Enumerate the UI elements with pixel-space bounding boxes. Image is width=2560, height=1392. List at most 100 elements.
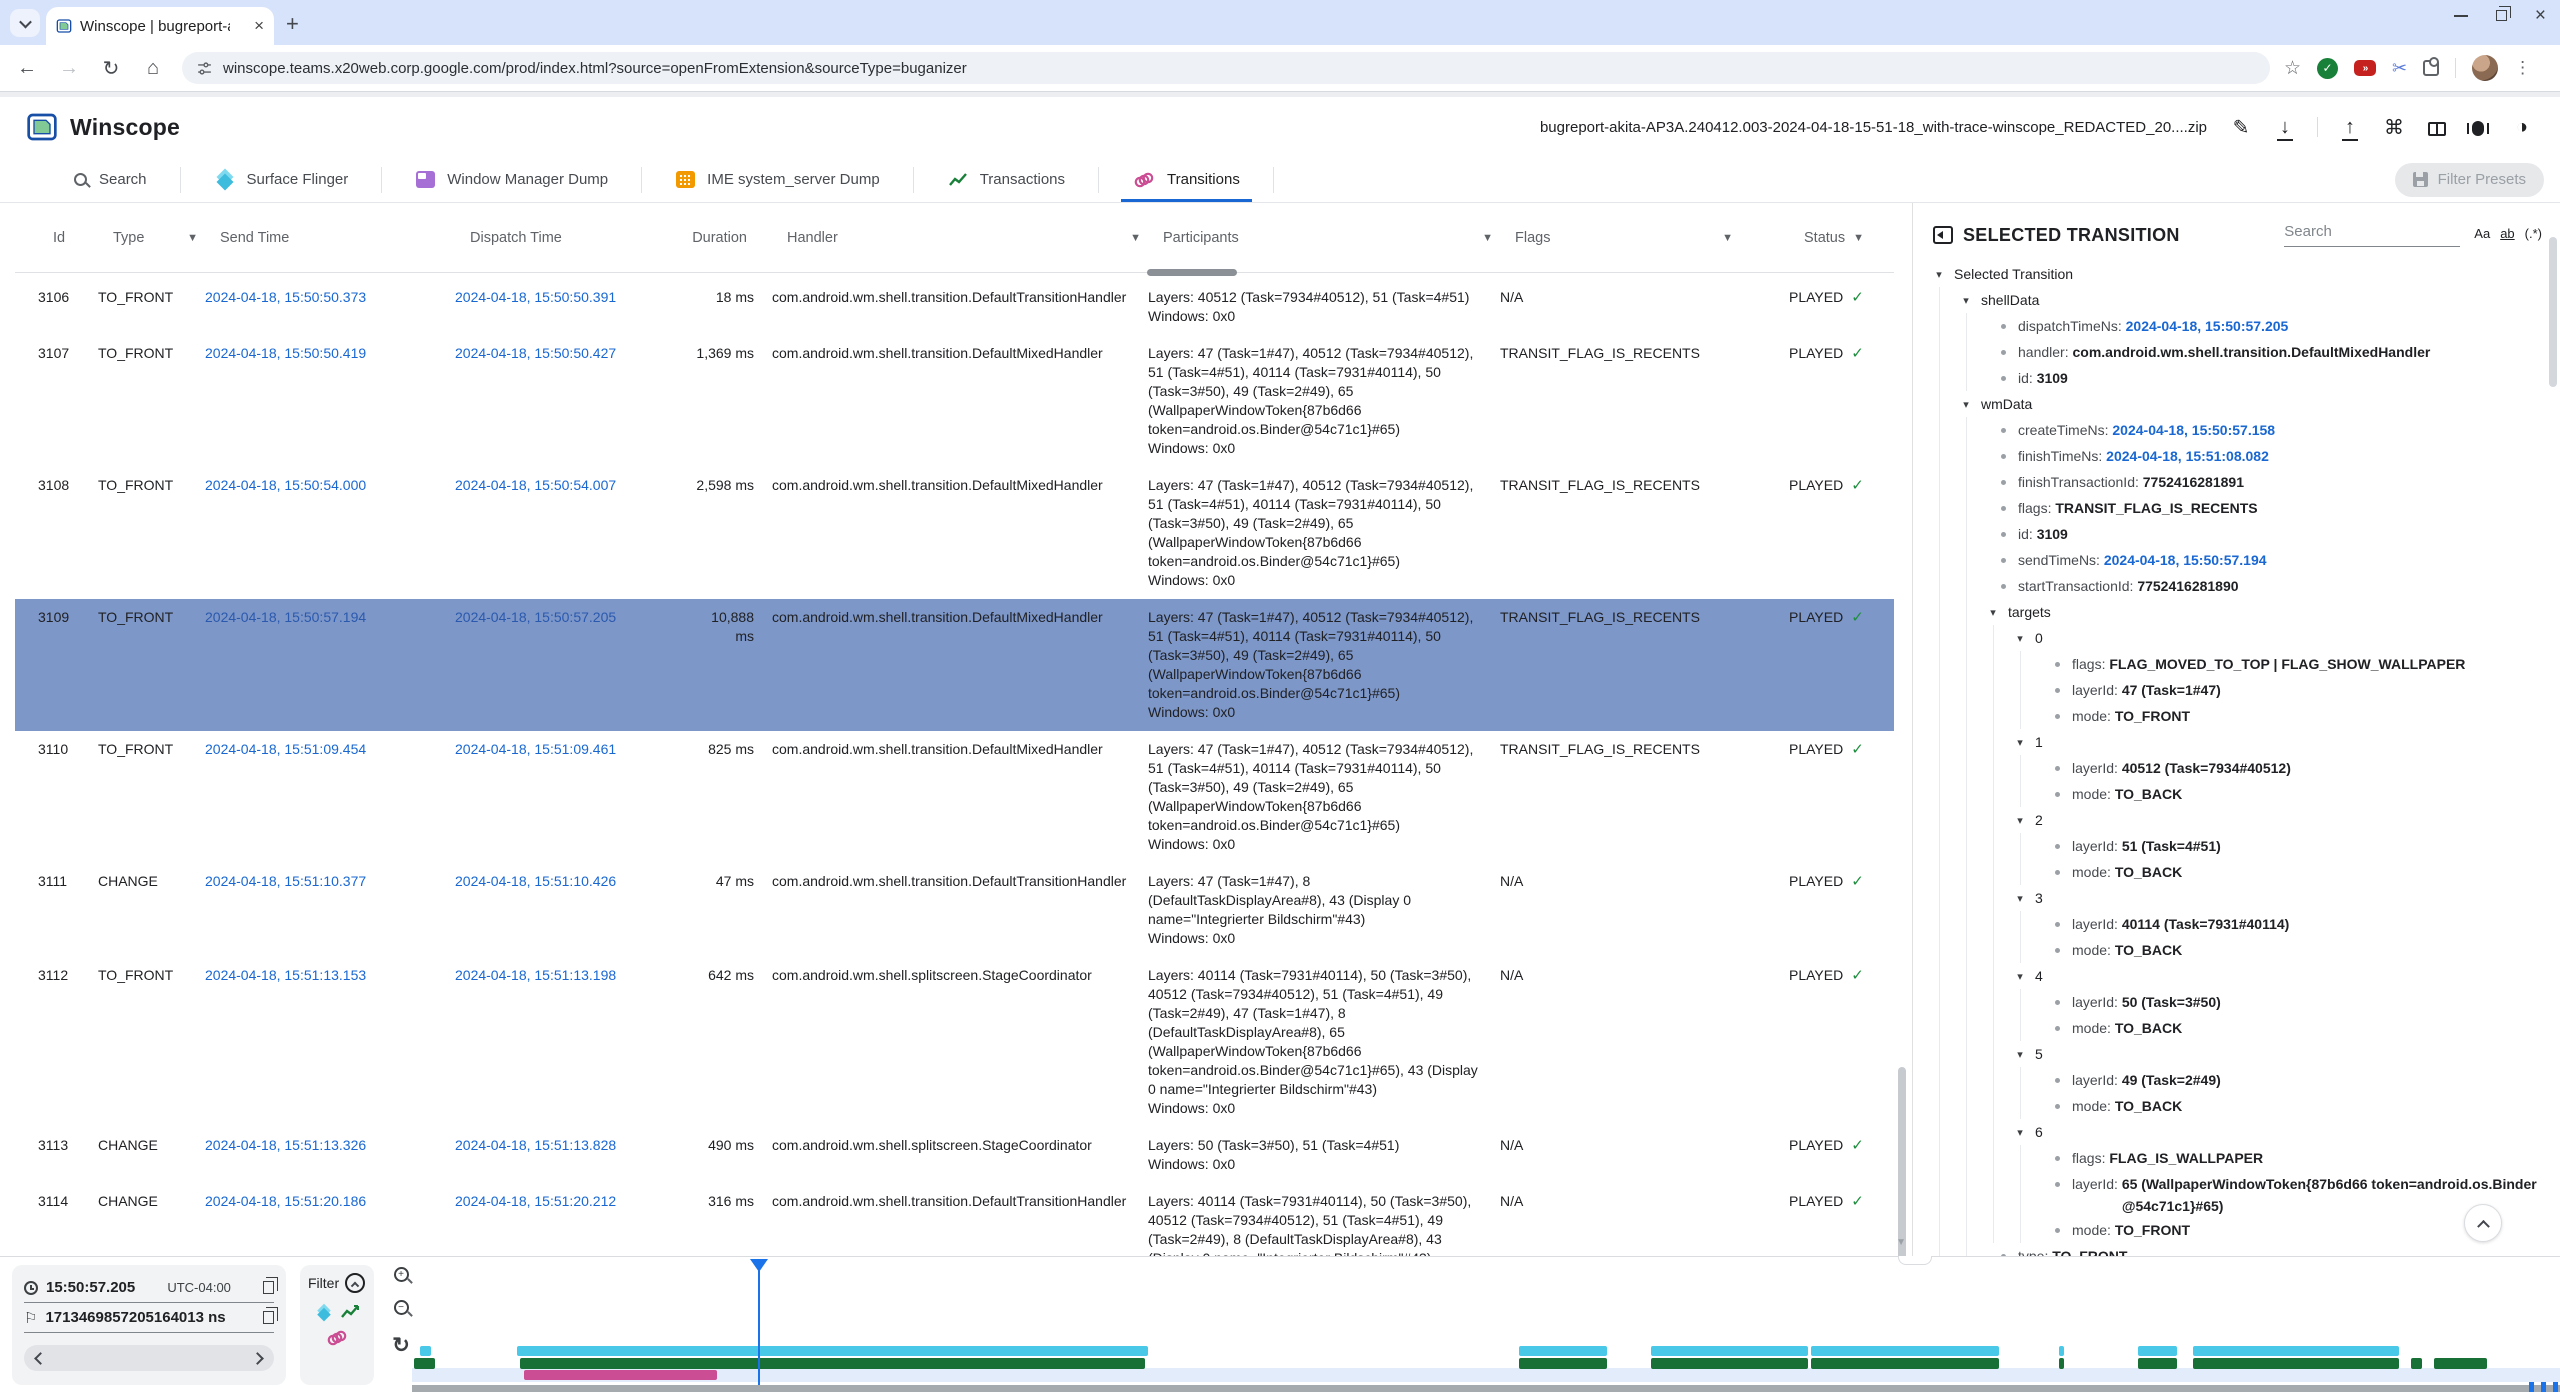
tree-node[interactable]: ▾ 5 xyxy=(2014,1041,2560,1067)
cell-send-time[interactable]: 2024-04-18, 15:51:13.326 xyxy=(205,1137,367,1153)
panel-scrollbar-thumb[interactable] xyxy=(2549,237,2557,387)
cell-dispatch-time[interactable]: 2024-04-18, 15:51:20.212 xyxy=(455,1193,617,1209)
tab-search[interactable]: Search xyxy=(40,157,181,202)
filter-caret-icon[interactable]: ▼ xyxy=(1722,231,1733,244)
cell-send-time[interactable]: 2024-04-18, 15:51:20.186 xyxy=(205,1193,367,1209)
timeline-cursor-line[interactable] xyxy=(758,1259,760,1385)
tree-node[interactable]: ▾ targets xyxy=(1987,599,2560,625)
table-row[interactable]: 3108 TO_FRONT 2024-04-18, 15:50:54.000 2024… xyxy=(15,467,1894,599)
timeline-cursor-handle[interactable] xyxy=(750,1259,768,1272)
filter-caret-icon[interactable]: ▼ xyxy=(1853,231,1864,244)
column-header-send-time[interactable]: Send Time xyxy=(220,230,470,246)
window-minimize-icon[interactable] xyxy=(2453,14,2468,17)
upload-icon[interactable]: ↑ xyxy=(2340,116,2360,141)
edit-icon[interactable]: ✎ xyxy=(2232,116,2250,139)
column-header-dispatch-time[interactable]: Dispatch Time xyxy=(470,230,675,246)
cell-dispatch-time[interactable]: 2024-04-18, 15:51:13.198 xyxy=(455,967,617,983)
cell-dispatch-time[interactable]: 2024-04-18, 15:50:57.205 xyxy=(455,609,617,625)
transactions-track-segment[interactable] xyxy=(1651,1358,1808,1369)
surface-flinger-track-segment[interactable] xyxy=(517,1346,1148,1356)
tab-window-manager-dump[interactable]: Window Manager Dump xyxy=(382,157,643,202)
transactions-track-segment[interactable] xyxy=(414,1358,435,1369)
tree-node[interactable]: ▾ wmData xyxy=(1960,391,2560,417)
surface-flinger-track-segment[interactable] xyxy=(2193,1346,2399,1356)
extensions-puzzle-icon[interactable] xyxy=(2423,57,2440,76)
transactions-track-segment[interactable] xyxy=(520,1358,1145,1369)
cell-send-time[interactable]: 2024-04-18, 15:51:13.153 xyxy=(205,967,367,983)
column-header-status[interactable]: Status ▼ xyxy=(1804,230,1864,246)
table-row[interactable]: 3113 CHANGE 2024-04-18, 15:51:13.326 2024-0… xyxy=(15,1127,1894,1183)
address-bar[interactable]: winscope.teams.x20web.corp.google.com/pr… xyxy=(182,52,2270,84)
extension-video-icon[interactable]: ›› xyxy=(2354,60,2377,76)
column-header-id[interactable]: Id xyxy=(53,230,113,246)
browser-tab[interactable]: Winscope | bugreport-ak × xyxy=(46,7,274,45)
filter-presets-button[interactable]: Filter Presets xyxy=(2394,162,2544,197)
cell-send-time[interactable]: 2024-04-18, 15:50:54.000 xyxy=(205,477,367,493)
tree-node[interactable]: ▾ 1 xyxy=(2014,729,2560,755)
search-tool-0[interactable]: Aa xyxy=(2474,226,2491,241)
cell-send-time[interactable]: 2024-04-18, 15:50:57.194 xyxy=(205,609,367,625)
transactions-track-segment[interactable] xyxy=(2434,1358,2487,1369)
table-row[interactable]: 3114 CHANGE 2024-04-18, 15:51:20.186 2024-0… xyxy=(15,1183,1894,1256)
cell-dispatch-time[interactable]: 2024-04-18, 15:51:10.426 xyxy=(455,873,617,889)
table-row[interactable]: 3110 TO_FRONT 2024-04-18, 15:51:09.454 2024… xyxy=(15,731,1894,863)
table-scrollbar-thumb[interactable] xyxy=(1898,1067,1906,1256)
zoom-in-button[interactable]: + xyxy=(393,1267,409,1282)
transitions-track-segment[interactable] xyxy=(524,1370,717,1380)
filter-caret-icon[interactable]: ▼ xyxy=(187,231,198,244)
surface-flinger-filter-icon[interactable] xyxy=(316,1305,332,1321)
profile-avatar[interactable] xyxy=(2472,55,2499,81)
extension-scissors-icon[interactable]: ✂ xyxy=(2392,57,2408,78)
scroll-to-top-button[interactable] xyxy=(2464,1204,2502,1242)
nanosecond-time-input[interactable]: ⚐ 1713469857205164013 ns xyxy=(24,1303,278,1333)
cell-send-time[interactable]: 2024-04-18, 15:51:09.454 xyxy=(205,741,367,757)
table-row[interactable]: 3112 TO_FRONT 2024-04-18, 15:51:13.153 2024… xyxy=(15,957,1894,1127)
cell-dispatch-time[interactable]: 2024-04-18, 15:51:13.828 xyxy=(455,1137,617,1153)
report-bug-icon[interactable] xyxy=(2467,120,2489,136)
tree-node[interactable]: ▾ 2 xyxy=(2014,807,2560,833)
new-tab-button[interactable]: + xyxy=(286,11,299,36)
table-row[interactable]: 3111 CHANGE 2024-04-18, 15:51:10.377 2024-0… xyxy=(15,863,1894,957)
search-input[interactable]: Search xyxy=(2284,223,2461,247)
home-button[interactable]: ⌂ xyxy=(146,56,160,79)
cell-dispatch-time[interactable]: 2024-04-18, 15:50:54.007 xyxy=(455,477,617,493)
search-tool-2[interactable]: (.*) xyxy=(2524,226,2542,241)
timeline-scrollbar[interactable] xyxy=(412,1385,2560,1392)
tab-ime-system-server-dump[interactable]: IME system_server Dump xyxy=(642,157,914,202)
previous-entry-button[interactable] xyxy=(34,1351,47,1365)
zoom-out-button[interactable]: − xyxy=(393,1300,409,1315)
column-header-handler[interactable]: Handler ▼ xyxy=(787,230,1163,246)
tree-node[interactable]: ▾ shellData xyxy=(1960,287,2560,313)
theme-toggle-icon[interactable]: ◑ xyxy=(2515,115,2529,138)
next-entry-button[interactable] xyxy=(251,1351,264,1365)
cell-send-time[interactable]: 2024-04-18, 15:50:50.373 xyxy=(205,289,367,305)
table-row[interactable]: 3106 TO_FRONT 2024-04-18, 15:50:50.373 2024… xyxy=(15,279,1894,335)
column-header-flags[interactable]: Flags ▼ xyxy=(1515,230,1755,246)
search-tool-1[interactable]: ab xyxy=(2500,226,2515,241)
tree-node[interactable]: ▾ 0 xyxy=(2014,625,2560,651)
collapse-filter-button[interactable] xyxy=(345,1273,366,1293)
window-close-icon[interactable]: × xyxy=(2534,5,2546,26)
tree-node[interactable]: ▾ 3 xyxy=(2014,885,2560,911)
tree-node[interactable]: ▾ Selected Transition xyxy=(1933,261,2560,287)
tab-transitions[interactable]: Transitions xyxy=(1099,157,1274,202)
collapse-panel-icon[interactable] xyxy=(1933,226,1953,244)
table-row[interactable]: 3107 TO_FRONT 2024-04-18, 15:50:50.419 2024… xyxy=(15,335,1894,467)
tab-surface-flinger[interactable]: Surface Flinger xyxy=(181,157,383,202)
reload-button[interactable]: ↻ xyxy=(102,57,120,80)
filter-caret-icon[interactable]: ▼ xyxy=(1130,231,1141,244)
extension-check-icon[interactable]: ✓ xyxy=(2317,57,2339,79)
human-time-input[interactable]: 15:50:57.205 UTC-04:00 xyxy=(24,1273,278,1303)
column-header-type[interactable]: Type ▼ xyxy=(113,230,220,246)
tab-search-button[interactable] xyxy=(10,9,40,37)
tree-node[interactable]: ▾ 4 xyxy=(2014,963,2560,989)
browser-menu-icon[interactable]: ⋮ xyxy=(2514,58,2532,77)
transactions-track-segment[interactable] xyxy=(2138,1358,2177,1369)
cell-send-time[interactable]: 2024-04-18, 15:50:50.419 xyxy=(205,345,367,361)
cell-dispatch-time[interactable]: 2024-04-18, 15:51:09.461 xyxy=(455,741,617,757)
column-header-participants[interactable]: Participants ▼ xyxy=(1163,230,1515,246)
filter-caret-icon[interactable]: ▼ xyxy=(1482,231,1493,244)
horizontal-scrollbar-thumb[interactable] xyxy=(1147,269,1237,276)
tree-node[interactable]: ▾ 6 xyxy=(2014,1119,2560,1145)
transactions-track-segment[interactable] xyxy=(2411,1358,2422,1369)
